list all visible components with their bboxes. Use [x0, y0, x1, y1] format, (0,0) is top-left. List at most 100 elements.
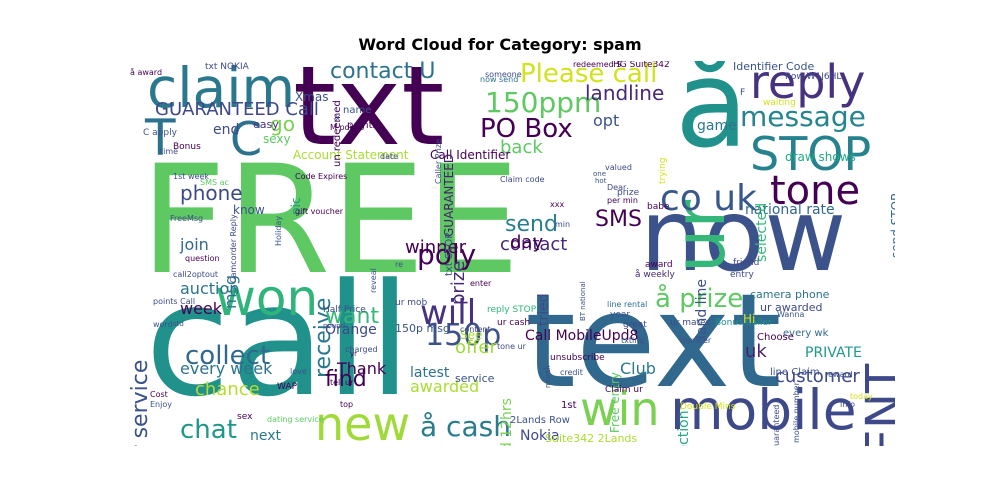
- cloud-word: message: [740, 100, 866, 133]
- cloud-word: selected: [754, 203, 770, 263]
- cloud-word: reply STOP: [487, 305, 537, 315]
- cloud-word: collect: [185, 341, 271, 371]
- cloud-word: guaranteed å: [772, 396, 781, 446]
- cloud-word: Enjoy: [150, 400, 172, 409]
- cloud-word: service: [455, 372, 495, 385]
- cloud-word: back: [500, 137, 543, 158]
- cloud-word: Code Expires: [295, 172, 348, 181]
- cloud-word: find: [325, 367, 367, 392]
- cloud-word: auction: [180, 279, 240, 298]
- cloud-word: call: [145, 250, 412, 431]
- cloud-word: SMS ac: [200, 178, 229, 187]
- cloud-word: content: [460, 325, 491, 334]
- cloud-word: Account Statement: [293, 148, 409, 162]
- cloud-word: pound: [323, 322, 346, 330]
- cloud-word: Claim ur: [605, 385, 643, 395]
- cloud-word: send: [505, 212, 558, 237]
- cloud-word: BT national: [579, 281, 587, 321]
- cloud-word: entry: [730, 270, 754, 280]
- cloud-word: week: [180, 299, 223, 318]
- cloud-word: camera phone: [750, 288, 830, 301]
- cloud-word: txt NOKIA: [205, 62, 249, 72]
- cloud-word: time: [160, 147, 179, 156]
- cloud-word: await collection: [676, 410, 692, 446]
- cloud-word: Orange: [325, 322, 377, 338]
- cloud-word: ur mob: [395, 298, 428, 308]
- cloud-word: contact U: [330, 61, 436, 84]
- cloud-word: every week: [180, 359, 273, 378]
- cloud-word: draw shows: [785, 150, 856, 164]
- cloud-word: land line: [694, 279, 710, 340]
- cloud-word: PRIVATE: [805, 345, 862, 361]
- cloud-word: Suite342 2Lands: [545, 432, 638, 445]
- cloud-word: month: [544, 364, 552, 388]
- cloud-word: winner: [405, 237, 467, 258]
- cloud-word: valued: [605, 163, 632, 172]
- cloud-word: prize: [617, 188, 640, 198]
- cloud-word: word: [153, 320, 173, 329]
- cloud-word: X: [335, 114, 341, 123]
- cloud-word: GUARANTEED: [442, 154, 456, 238]
- cloud-word: hot: [595, 177, 607, 185]
- cloud-word: number: [680, 336, 712, 345]
- cloud-word: txt STOP: [444, 232, 455, 276]
- cloud-word: un redeemed: [332, 100, 343, 168]
- cloud-word: landline: [585, 81, 665, 105]
- cloud-word: URGENT: [856, 363, 895, 446]
- cloud-word: easy: [253, 118, 279, 131]
- cloud-word: å cash: [420, 410, 511, 443]
- cloud-word: 1st: [561, 400, 577, 411]
- cloud-word: now send: [480, 75, 519, 84]
- cloud-word: end: [213, 122, 240, 138]
- cloud-word: call2optout: [173, 270, 219, 279]
- cloud-word: will: [420, 293, 477, 333]
- cloud-word: customer service: [128, 360, 153, 446]
- cloud-word: awarded: [410, 377, 480, 396]
- cloud-word: dating service: [267, 415, 324, 424]
- cloud-word: Claim code: [500, 175, 545, 184]
- cloud-word: know: [233, 203, 265, 217]
- cloud-word: WAP: [277, 382, 297, 392]
- cloud-word: want: [325, 304, 380, 329]
- cloud-word: Choose: [757, 332, 794, 343]
- cloud-word: opt: [593, 111, 620, 130]
- cloud-word: join: [180, 235, 209, 254]
- cloud-word: friend: [733, 258, 760, 268]
- cloud-word: win: [580, 382, 660, 436]
- cloud-word: 150ppm: [485, 86, 602, 119]
- cloud-word: 150p: [425, 318, 502, 353]
- cloud-word: sex: [237, 412, 253, 422]
- cloud-word: Half Price: [323, 305, 366, 315]
- cloud-word: reply: [750, 61, 866, 109]
- cloud-word: enter: [470, 279, 492, 288]
- cloud-word: Call Identifier: [430, 148, 511, 162]
- cloud-word: 1st week: [173, 172, 209, 181]
- cloud-word: reward: [825, 370, 853, 379]
- cloud-word: Identifier Code: [733, 61, 815, 73]
- cloud-word: Call MobileUpd8: [525, 328, 639, 344]
- cloud-word: C apply: [143, 128, 177, 138]
- cloud-word: one: [593, 170, 607, 178]
- cloud-word: co uk: [660, 178, 757, 219]
- cloud-word: xxx: [550, 200, 565, 209]
- cloud-word: std: [173, 320, 184, 328]
- cloud-word: text: [525, 265, 782, 417]
- cloud-word: tried: [536, 293, 552, 327]
- cloud-word: txt: [293, 61, 445, 170]
- cloud-word: new: [315, 397, 411, 446]
- cloud-word: å prize: [655, 284, 744, 314]
- cloud-word: info: [840, 400, 856, 409]
- cloud-word: date: [380, 152, 399, 161]
- cloud-word: M points: [330, 123, 365, 132]
- cloud-word: unsubscribe: [550, 353, 605, 363]
- cloud-word: game: [697, 118, 737, 134]
- cloud-word: reveal: [369, 267, 378, 293]
- cloud-word: today: [850, 392, 873, 401]
- cloud-word: SMS: [595, 207, 642, 232]
- cloud-word: now: [640, 177, 847, 294]
- cloud-word: top: [340, 400, 354, 409]
- cloud-word: question: [185, 254, 220, 263]
- cloud-word: points: [347, 120, 378, 131]
- cloud-word: STOP: [750, 127, 872, 181]
- cloud-word: T: [145, 109, 176, 167]
